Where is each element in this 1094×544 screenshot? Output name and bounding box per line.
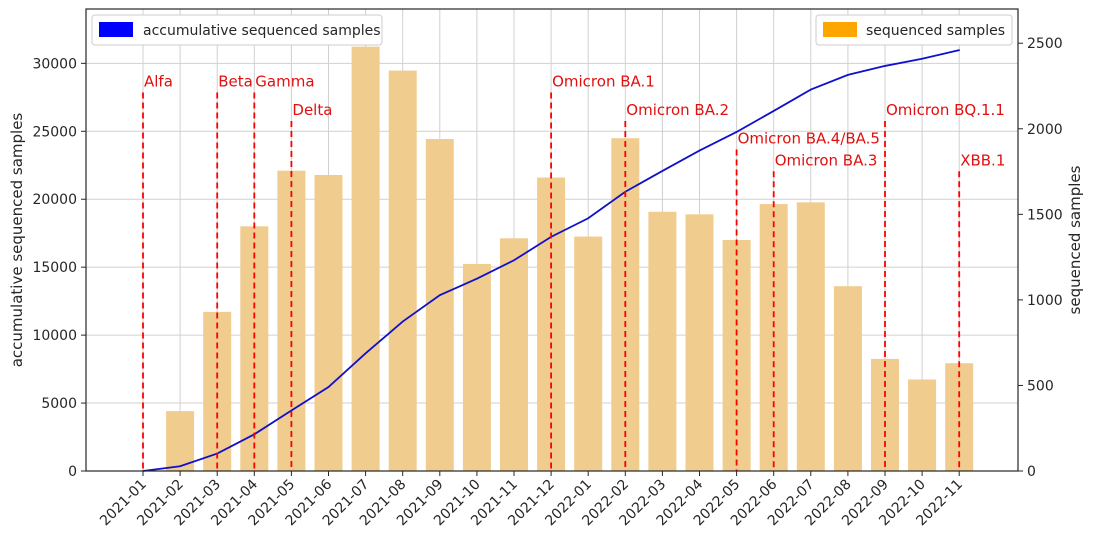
- bar-2021-10: [462, 263, 491, 471]
- line-point-2022-05: [735, 131, 738, 133]
- legend-swatch-accumulative: [99, 22, 133, 37]
- y-left-tick-label: 5000: [41, 396, 77, 412]
- bar-series: [166, 46, 974, 472]
- variant-label: Omicron BA.2: [626, 101, 729, 119]
- line-point-2021-07: [364, 352, 367, 355]
- bar-2021-11: [500, 238, 528, 471]
- y-right-tick-label: 2000: [1027, 122, 1063, 138]
- y-axis-right-label: sequenced samples: [1066, 165, 1084, 314]
- line-point-2022-10: [921, 57, 923, 60]
- y-right-tick-label: 1000: [1027, 293, 1063, 309]
- variant-label: Beta: [218, 72, 253, 90]
- variant-label: Omicron BA.1: [552, 72, 655, 90]
- variant-label: XBB.1: [960, 151, 1005, 169]
- plot-frame: [85, 8, 1019, 472]
- bar-2022-04: [685, 214, 714, 472]
- y-left-tick-label: 15000: [32, 260, 77, 276]
- y-axis-left: 0 5000 10000 15000 20000 25000 30000: [32, 56, 86, 480]
- line-point-2022-03: [661, 170, 664, 172]
- variant-label: Delta: [292, 101, 332, 119]
- line-point-2022-09: [884, 65, 886, 67]
- legend-label-sequenced: sequenced samples: [866, 23, 1005, 39]
- line-point-2022-11: [958, 49, 960, 51]
- bar-2022-01: [574, 236, 603, 471]
- x-axis: 2021-012021-022021-032021-042021-052021-…: [97, 471, 966, 529]
- bar-2021-05: [277, 170, 306, 471]
- y-right-tick-label: 0: [1027, 464, 1036, 480]
- variant-label: Gamma: [255, 72, 314, 90]
- bar-2021-02: [166, 411, 195, 471]
- line-point-2021-02: [179, 465, 181, 468]
- line-point-2022-06: [772, 110, 775, 112]
- bar-2022-07: [796, 202, 825, 471]
- legend-right: sequenced samples: [815, 14, 1013, 46]
- variant-label: Omicron BQ.1.1: [886, 101, 1005, 119]
- line-point-2021-09: [439, 294, 441, 296]
- line-point-2021-10: [476, 277, 478, 280]
- line-point-2021-11: [513, 259, 515, 262]
- bar-2021-08: [388, 70, 417, 471]
- line-point-2021-05: [290, 409, 293, 412]
- legend-left: accumulative sequenced samples: [91, 14, 383, 46]
- line-point-2022-04: [698, 149, 701, 152]
- line-point-2022-08: [847, 74, 849, 76]
- y-left-tick-label: 10000: [32, 328, 77, 344]
- variant-label: Alfa: [144, 72, 173, 90]
- y-right-tick-label: 2500: [1027, 36, 1063, 52]
- line-point-2022-07: [810, 88, 812, 91]
- y-right-tick-label: 500: [1027, 378, 1054, 394]
- bar-2021-06: [314, 174, 343, 471]
- y-left-tick-label: 0: [68, 464, 77, 480]
- y-left-tick-label: 30000: [32, 56, 77, 72]
- y-axis-right: 0 500 1000 1500 2000 2500: [1018, 36, 1063, 480]
- bar-2022-10: [908, 379, 937, 471]
- bar-2022-08: [833, 286, 862, 471]
- y-left-tick-label: 20000: [32, 192, 77, 208]
- variant-label: Omicron BA.3: [775, 151, 878, 169]
- bar-2022-03: [648, 211, 677, 471]
- y-left-tick-label: 25000: [32, 124, 77, 140]
- line-point-2021-08: [401, 320, 404, 323]
- line-point-2022-01: [587, 217, 589, 220]
- legend-swatch-sequenced: [823, 22, 857, 37]
- variant-label: Omicron BA.4/BA.5: [738, 130, 880, 148]
- legend-label-accumulative: accumulative sequenced samples: [143, 23, 381, 39]
- legend-left-box: [91, 14, 383, 46]
- line-point-2021-06: [327, 386, 330, 388]
- bar-2021-07: [351, 46, 380, 472]
- bar-2021-09: [425, 139, 454, 472]
- variant-markers: Alfa Beta Gamma Delta Omicron BA.1 Omicron BA…: [142, 72, 1005, 471]
- y-right-tick-label: 1500: [1027, 207, 1063, 223]
- legend-right-box: [815, 14, 1013, 46]
- y-axis-left-label: accumulative sequenced samples: [8, 113, 26, 368]
